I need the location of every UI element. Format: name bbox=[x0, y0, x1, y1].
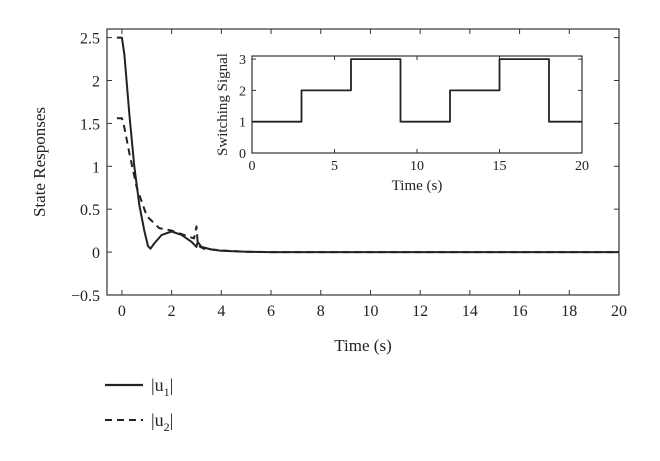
main-plot-frame bbox=[106, 28, 620, 296]
x-tick-label: 12 bbox=[412, 303, 428, 320]
legend: |u1| |u2| bbox=[105, 375, 173, 434]
x-tick-label: 0 bbox=[249, 159, 256, 174]
x-tick-label: 4 bbox=[217, 303, 225, 320]
y-tick-label: 1 bbox=[239, 116, 246, 131]
inset-plot-frame bbox=[251, 55, 583, 154]
inset-series-lines bbox=[252, 58, 582, 123]
x-tick-label: 10 bbox=[362, 303, 378, 320]
main-series-lines bbox=[116, 36, 619, 254]
x-tick-label: 16 bbox=[512, 303, 528, 320]
x-tick-label: 20 bbox=[575, 159, 589, 174]
x-tick-label: 10 bbox=[410, 159, 424, 174]
series-line-1 bbox=[252, 58, 582, 123]
inset-x-axis-title: Time (s) bbox=[392, 178, 443, 194]
y-tick-label: 1.5 bbox=[80, 116, 100, 133]
main-x-axis-title: Time (s) bbox=[334, 336, 391, 355]
x-tick-label: 18 bbox=[561, 303, 577, 320]
y-tick-label: 2 bbox=[239, 84, 246, 99]
y-tick-label: 1 bbox=[92, 159, 100, 176]
x-tick-label: 14 bbox=[462, 303, 478, 320]
y-tick-label: 0 bbox=[239, 147, 246, 162]
x-tick-label: 5 bbox=[331, 159, 338, 174]
y-tick-label: 0.5 bbox=[80, 202, 100, 219]
legend-label-u1: |u1| bbox=[151, 375, 173, 399]
y-tick-label: 3 bbox=[239, 53, 246, 68]
inset-y-axis-title: Switching Signal bbox=[215, 53, 231, 156]
x-tick-label: 15 bbox=[493, 159, 507, 174]
y-tick-label: −0.5 bbox=[71, 288, 100, 305]
x-tick-label: 6 bbox=[267, 303, 275, 320]
main-chart: 0 2 4 6 8 10 12 14 16 18 20−0.500.511.522.5 Time (… bbox=[30, 28, 627, 355]
inset-chart: 0 5 10 15 20 0 1 2 3 Time (s) Switching Signal bbox=[215, 53, 589, 194]
x-tick-label: 20 bbox=[611, 303, 627, 320]
legend-label-u2: |u2| bbox=[151, 410, 173, 434]
main-axis-ticks: 0 2 4 6 8 10 12 14 16 18 20−0.500.511.522.5 bbox=[71, 29, 627, 320]
x-tick-label: 8 bbox=[317, 303, 325, 320]
y-tick-label: 0 bbox=[92, 245, 100, 262]
main-y-axis-title: State Responses bbox=[30, 107, 49, 217]
y-tick-label: 2.5 bbox=[80, 31, 100, 48]
x-tick-label: 0 bbox=[118, 303, 126, 320]
y-tick-label: 2 bbox=[92, 73, 100, 90]
x-tick-label: 2 bbox=[168, 303, 176, 320]
